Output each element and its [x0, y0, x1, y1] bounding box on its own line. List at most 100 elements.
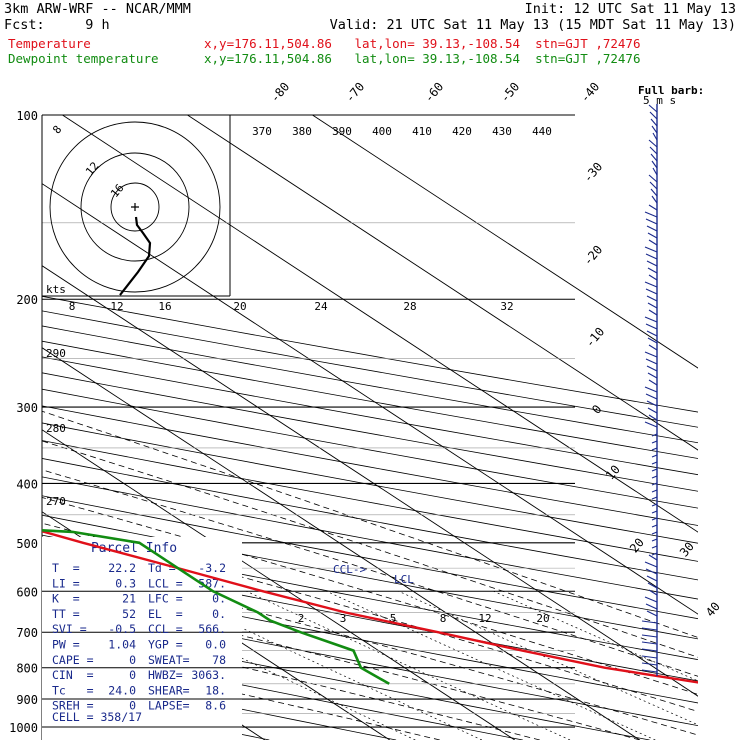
mixing-ratio-label: 5 — [390, 612, 397, 625]
wind-barb — [647, 407, 658, 414]
wind-barb — [651, 510, 658, 514]
wind-barb — [641, 620, 658, 624]
isotherm-label: -70 — [343, 80, 368, 106]
parcel-field-label: LCL = — [148, 576, 183, 590]
parcel-field-value: -3.2 — [198, 561, 226, 575]
pressure-label: 400 — [16, 477, 38, 491]
parcel-field-value: 0 — [129, 653, 136, 667]
wind-barb — [651, 475, 658, 479]
wind-barb — [651, 447, 658, 451]
theta-label: 390 — [332, 125, 352, 138]
wind-barb — [649, 111, 658, 120]
init-time: Init: 12 UTC Sat 11 May 13 — [524, 1, 736, 17]
parcel-field-label: LAPSE= — [148, 699, 190, 713]
wind-barb — [647, 267, 658, 274]
parcel-field-label: K = — [52, 592, 80, 606]
parcel-field-value: -0.5 — [108, 622, 136, 636]
wind-barb — [649, 181, 658, 190]
theta-label: 400 — [372, 125, 392, 138]
pressure-label: 1000 — [9, 721, 38, 735]
wind-barb — [646, 260, 658, 267]
barb-legend-unit: 5 m s — [643, 94, 676, 107]
parcel-field-label: SREH = — [52, 699, 94, 713]
parcel-cell: CELL = 358/17 — [52, 710, 142, 724]
temperature-legend: Temperature — [8, 36, 91, 51]
wind-barb — [651, 524, 658, 528]
dry-adiabat — [42, 356, 698, 476]
wind-barb — [646, 575, 658, 582]
hodo-speed-label: 20 — [233, 300, 246, 313]
parcel-field-label: SWEAT= — [148, 653, 190, 667]
wind-barb — [645, 393, 658, 400]
wind-barb — [648, 344, 658, 351]
wind-barb — [644, 351, 658, 358]
parcel-field-label: SHEAR= — [148, 683, 190, 697]
isotherm-line — [42, 347, 641, 740]
wind-barb — [644, 561, 658, 568]
mixing-ratio-line — [398, 590, 698, 726]
parcel-field-label: PW = — [52, 638, 80, 652]
isotherm-line — [312, 115, 698, 369]
parcel-field-value: 0.3 — [115, 576, 136, 590]
temperature-station-info: x,y=176.11,504.86 lat,lon= 39.13,-108.54… — [204, 36, 641, 51]
wind-barb — [651, 538, 658, 542]
parcel-field-label: CCL = — [148, 622, 183, 636]
dry-adiabat — [42, 598, 698, 727]
hodo-speed-label: 16 — [158, 300, 171, 313]
thetae-label: 270 — [46, 495, 66, 508]
hodo-speed-label: 32 — [500, 300, 513, 313]
hodo-speed-label: 28 — [403, 300, 416, 313]
wind-barb — [645, 603, 658, 610]
wind-barb — [648, 309, 658, 316]
parcel-field-label: HWBZ= — [148, 668, 183, 682]
model-title: 3km ARW-WRF -- NCAR/MMM — [4, 1, 191, 17]
lcl-label: LCL — [394, 573, 414, 586]
hodo-ring — [80, 152, 190, 262]
dry-adiabat — [42, 620, 650, 740]
wind-barb — [648, 554, 658, 561]
wind-barb — [646, 610, 658, 617]
wind-barb — [649, 146, 658, 155]
pressure-label: 600 — [16, 585, 38, 599]
wind-barb — [650, 118, 658, 127]
wind-barb — [648, 104, 658, 113]
dry-adiabat — [42, 495, 698, 620]
dewpoint-station-info: x,y=176.11,504.86 lat,lon= 39.13,-108.54… — [204, 51, 641, 66]
valid-time: Valid: 21 UTC Sat 11 May 13 (15 MDT Sat … — [329, 17, 736, 33]
wind-barb — [651, 503, 658, 507]
forecast-hour: Fcst: 9 h — [4, 17, 110, 33]
dry-adiabat — [42, 295, 698, 413]
parcel-field-label: TT = — [52, 607, 80, 621]
parcel-field-label: T = — [52, 561, 80, 575]
parcel-field-value: 566. — [198, 622, 226, 636]
pressure-label: 200 — [16, 293, 38, 307]
moist-adiabat — [42, 522, 698, 712]
wind-barb — [648, 274, 658, 281]
dry-adiabat — [42, 476, 698, 600]
theta-label: 420 — [452, 125, 472, 138]
wind-barb — [644, 386, 658, 393]
hodo-speed-label: 8 — [69, 300, 76, 313]
wind-barb — [647, 337, 658, 344]
wind-barb — [645, 358, 658, 365]
wind-barb — [651, 433, 658, 437]
dry-adiabat — [42, 514, 698, 640]
pressure-label: 800 — [16, 662, 38, 676]
isotherm-label: 40 — [703, 599, 723, 619]
isotherm-line — [187, 115, 698, 451]
parcel-field-label: Tc = — [52, 683, 94, 697]
parcel-field-value: 1.04 — [108, 638, 136, 652]
wind-barb — [641, 662, 658, 666]
wind-barb — [641, 655, 658, 659]
parcel-field-value: 8.6 — [205, 699, 226, 713]
wind-barb — [648, 379, 658, 386]
dry-adiabat — [42, 340, 698, 459]
wind-barb — [644, 281, 658, 288]
hodo-speed-label: 24 — [314, 300, 328, 313]
isotherm-label: 0 — [589, 402, 604, 417]
barb-legend-title: Full barb: — [638, 84, 704, 97]
parcel-field-value: 18. — [205, 683, 226, 697]
parcel-field-value: 24.0 — [108, 683, 136, 697]
wind-barb — [651, 160, 658, 169]
theta-label: 370 — [252, 125, 272, 138]
